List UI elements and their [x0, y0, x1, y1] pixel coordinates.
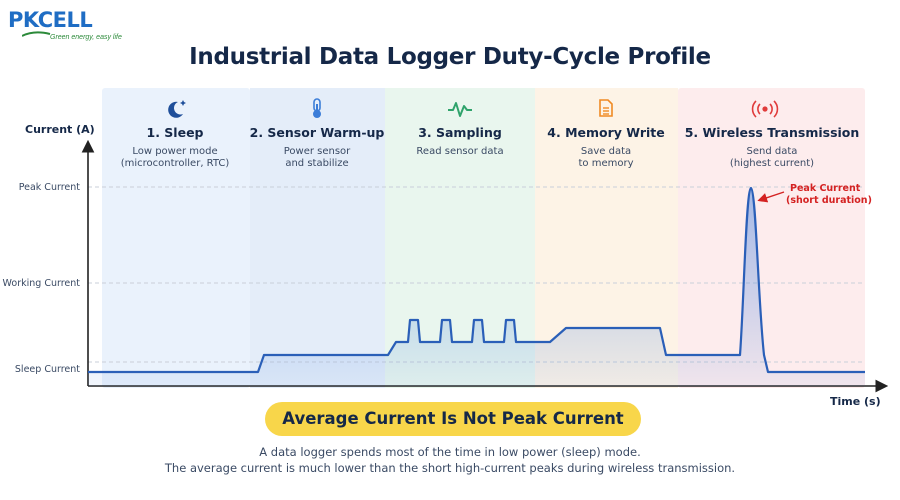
peak-annotation-line1: Peak Current: [790, 183, 861, 194]
waveform-icon: [448, 102, 472, 117]
phase-desc-sleep-1: Low power mode: [132, 146, 217, 157]
phase-title-memory: 4. Memory Write: [547, 125, 664, 140]
phase-bg-wireless: [678, 88, 865, 388]
phase-title-wireless: 5. Wireless Transmission: [685, 125, 860, 140]
x-axis-label: Time (s): [830, 395, 881, 408]
document-icon: [599, 99, 613, 117]
phase-desc-warmup-2: and stabilize: [285, 158, 348, 169]
phase-desc-memory-1: Save data: [581, 146, 631, 157]
phase-desc-wireless-1: Send data: [747, 146, 798, 157]
page-title: Industrial Data Logger Duty-Cycle Profil…: [189, 44, 711, 70]
phase-icon-thermometer: [313, 98, 321, 118]
phase-icon-document: [599, 99, 613, 117]
caption-line-2: The average current is much lower than t…: [164, 461, 736, 475]
peak-annotation: Peak Current (short duration): [757, 183, 872, 206]
phase-icon-waveform: [448, 102, 472, 117]
phase-title-warmup: 2. Sensor Warm-up: [250, 125, 385, 140]
level-label-peak: Peak Current: [19, 182, 81, 193]
phase-desc-warmup-1: Power sensor: [284, 146, 351, 157]
current-area-fill: [88, 188, 865, 386]
phase-labels: 1. Sleep Low power mode (microcontroller…: [121, 125, 860, 169]
phase-bg-sleep: [102, 88, 250, 388]
phase-icon-moon: [168, 100, 186, 118]
wireless-icon: [762, 106, 768, 112]
caption-line-1: A data logger spends most of the time in…: [259, 445, 641, 459]
current-curve: [88, 186, 865, 374]
phase-desc-wireless-2: (highest current): [730, 158, 814, 169]
phase-title-sampling: 3. Sampling: [418, 125, 502, 140]
peak-annotation-line2: (short duration): [786, 195, 872, 206]
brand-name: PKCELL: [8, 8, 93, 32]
brand-logo: PKCELL Green energy, easy life: [8, 6, 148, 46]
key-message-banner: Average Current Is Not Peak Current: [265, 402, 641, 436]
y-axis-label: Current (A): [25, 123, 95, 136]
logo-swoosh-icon: [22, 31, 51, 37]
phase-title-sleep: 1. Sleep: [147, 125, 204, 140]
brand-tagline: Green energy, easy life: [50, 34, 122, 41]
level-label-working: Working Current: [3, 278, 81, 289]
moon-icon: [168, 101, 183, 118]
peak-annotation-arrow: [757, 191, 785, 203]
phase-desc-sampling-1: Read sensor data: [416, 146, 503, 157]
phase-desc-sleep-2: (microcontroller, RTC): [121, 158, 230, 169]
level-label-sleep: Sleep Current: [15, 364, 80, 375]
phase-icon-wireless: [751, 100, 779, 118]
phase-bg-warmup: [250, 88, 385, 388]
phase-desc-memory-2: to memory: [579, 158, 634, 169]
